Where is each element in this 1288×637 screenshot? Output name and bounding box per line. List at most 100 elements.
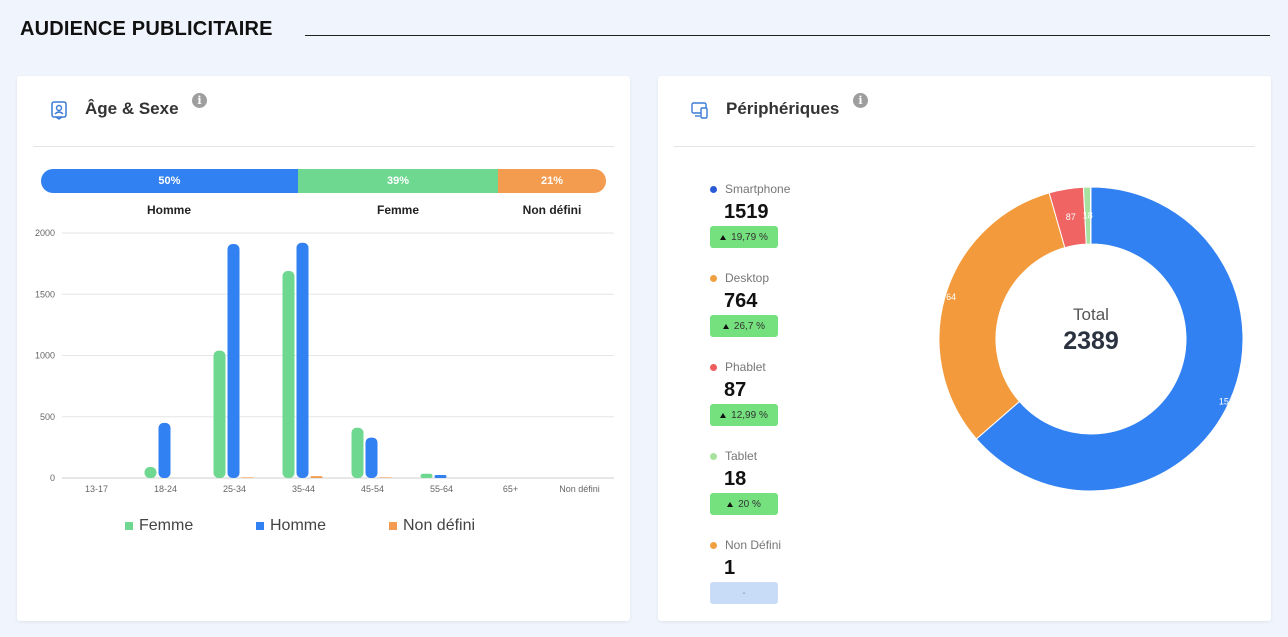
bar-non-defini <box>310 476 323 478</box>
x-tick-label: Non défini <box>559 484 600 494</box>
bar-femme <box>351 427 364 478</box>
gender-segment-non-defini: 21% <box>498 169 606 193</box>
devices-title: Périphériques <box>726 99 840 118</box>
legend-item-non-defini[interactable]: Non défini <box>389 517 475 535</box>
arrow-up-icon <box>722 323 729 329</box>
gender-split-bar: 50% 39% 21% <box>41 169 606 193</box>
bar-homme <box>365 437 378 478</box>
devices-icon <box>691 102 708 119</box>
trend-value: 12,99 % <box>731 409 768 421</box>
device-value: 764 <box>724 290 758 312</box>
trend-value: 26,7 % <box>733 320 766 332</box>
bar-non-defini <box>241 477 254 478</box>
trend-badge: - <box>710 582 778 604</box>
device-dot <box>710 274 717 282</box>
age-sex-card: Âge & Sexe i 50% 39% 21% Homme Femme Non… <box>17 76 630 621</box>
y-tick-label: 1500 <box>35 289 55 299</box>
x-tick-label: 65+ <box>503 484 518 494</box>
device-value: 87 <box>724 379 747 401</box>
slice-label: 87 <box>1066 212 1076 222</box>
age-sex-title: Âge & Sexe <box>85 99 179 118</box>
device-item-tablet: Tablet 18 20 % <box>710 443 910 532</box>
device-name: Smartphone <box>710 182 790 196</box>
slice-smartphone <box>975 186 1244 492</box>
y-tick-label: 2000 <box>35 228 55 238</box>
legend-swatch-homme <box>256 522 264 530</box>
bar-femme <box>420 473 433 478</box>
device-name: Non Défini <box>710 538 781 552</box>
bar-homme <box>158 422 171 478</box>
device-value: 1519 <box>724 201 769 223</box>
age-bar-chart: 0 500 1000 1500 2000 13-17 18-24 25-34 35-44 45-5… <box>35 228 614 494</box>
arrow-up-icon <box>720 234 727 240</box>
legend-item-femme[interactable]: Femme <box>125 517 193 535</box>
card-divider <box>33 146 614 147</box>
donut-center-label: Total <box>1073 305 1109 324</box>
device-dot <box>710 185 717 193</box>
title-divider <box>305 35 1270 36</box>
bar-femme <box>144 466 157 478</box>
x-tick-label: 13-17 <box>85 484 108 494</box>
trend-value: 20 % <box>738 498 761 510</box>
x-tick-label: 55-64 <box>430 484 453 494</box>
card-divider <box>674 146 1255 147</box>
gender-label-non-defini: Non défini <box>522 203 582 217</box>
device-label: Tablet <box>725 449 758 463</box>
trend-badge: 20 % <box>710 493 778 515</box>
legend-swatch-femme <box>125 522 133 530</box>
slice-label: 18 <box>1083 211 1093 221</box>
bar-homme <box>227 244 240 478</box>
device-item-desktop: Desktop 764 26,7 % <box>710 265 910 354</box>
device-label: Desktop <box>725 271 770 285</box>
legend-label-non-defini: Non défini <box>403 517 476 534</box>
device-label: Non Défini <box>725 538 782 552</box>
devices-card: Périphériques i Smartphone 1519 19,79 % … <box>658 76 1271 621</box>
legend-item-homme[interactable]: Homme <box>256 517 326 535</box>
device-dot <box>710 452 717 460</box>
device-item-phablet: Phablet 87 12,99 % <box>710 354 910 443</box>
bar-homme <box>296 242 309 478</box>
slice-label: 1519 <box>1219 397 1239 407</box>
bar-non-defini <box>379 477 392 478</box>
devices-donut-chart: 1519 764 87 18 Total 2389 <box>938 186 1244 492</box>
trend-value: - <box>742 587 746 599</box>
bar-femme <box>282 270 295 478</box>
x-tick-label: 25-34 <box>223 484 246 494</box>
device-name: Phablet <box>710 360 766 374</box>
x-tick-label: 45-54 <box>361 484 384 494</box>
age-info-icon[interactable]: i <box>192 93 207 108</box>
arrow-up-icon <box>720 412 727 418</box>
gender-label-femme: Femme <box>376 203 420 217</box>
trend-badge: 19,79 % <box>710 226 778 248</box>
user-badge-icon <box>51 101 67 120</box>
x-tick-label: 18-24 <box>154 484 177 494</box>
gender-segment-femme: 39% <box>297 169 499 193</box>
bar-femme <box>213 350 226 478</box>
device-name: Desktop <box>710 271 769 285</box>
device-dot <box>710 363 717 371</box>
device-item-smartphone: Smartphone 1519 19,79 % <box>710 176 910 265</box>
trend-badge: 26,7 % <box>710 315 778 337</box>
y-tick-label: 0 <box>50 473 55 483</box>
slice-label: 764 <box>941 292 956 302</box>
devices-info-icon[interactable]: i <box>853 93 868 108</box>
slice-desktop <box>938 192 1066 440</box>
trend-badge: 12,99 % <box>710 404 778 426</box>
legend-swatch-non-defini <box>389 522 397 530</box>
legend-label-homme: Homme <box>270 517 327 534</box>
x-tick-label: 35-44 <box>292 484 315 494</box>
page-title: AUDIENCE PUBLICITAIRE <box>20 18 273 40</box>
y-tick-label: 1000 <box>35 351 55 361</box>
device-label: Smartphone <box>725 182 791 196</box>
y-tick-label: 500 <box>40 412 55 422</box>
device-name: Tablet <box>710 449 757 463</box>
bar-homme <box>434 474 447 478</box>
section-header: AUDIENCE PUBLICITAIRE <box>20 18 1270 44</box>
trend-value: 19,79 % <box>731 231 768 243</box>
donut-center-value: 2389 <box>1063 327 1119 355</box>
device-label: Phablet <box>725 360 766 374</box>
device-value: 18 <box>724 468 747 490</box>
device-item-non-defini: Non Défini 1 - <box>710 532 910 621</box>
gender-label-homme: Homme <box>146 203 192 217</box>
legend-label-femme: Femme <box>139 517 194 534</box>
